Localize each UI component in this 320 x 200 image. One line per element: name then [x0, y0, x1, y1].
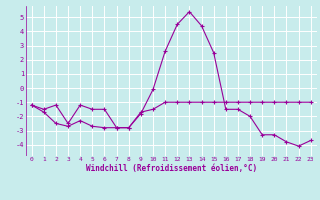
X-axis label: Windchill (Refroidissement éolien,°C): Windchill (Refroidissement éolien,°C): [86, 164, 257, 173]
